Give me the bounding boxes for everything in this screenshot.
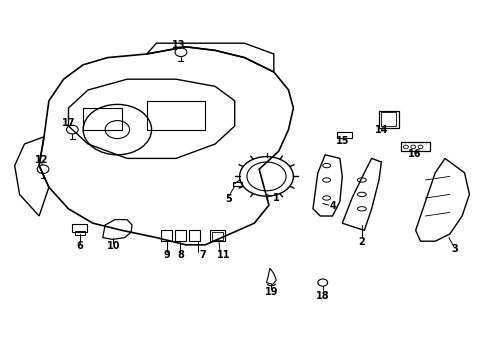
Bar [83,108,122,130]
Bar [210,230,224,241]
Text: 5: 5 [225,194,232,204]
Text: 17: 17 [61,118,75,128]
Text: 16: 16 [407,149,421,159]
Bar [337,132,351,138]
Bar [378,111,398,128]
Text: 2: 2 [358,237,365,247]
Text: 18: 18 [315,291,329,301]
Bar [400,142,429,151]
Text: 8: 8 [177,249,183,260]
Text: 11: 11 [217,249,230,260]
Text: 10: 10 [106,240,120,251]
Text: 12: 12 [35,155,48,165]
Bar [232,182,241,186]
Text: 7: 7 [199,249,206,260]
Text: 14: 14 [374,125,387,135]
Text: 15: 15 [335,136,348,146]
Text: 1: 1 [272,193,279,203]
Bar [381,112,395,126]
Text: 3: 3 [450,244,457,254]
Bar [212,232,223,240]
Bar [188,230,199,241]
Bar [75,231,84,235]
Bar [161,230,172,241]
Text: 19: 19 [264,287,278,297]
Text: 13: 13 [171,40,185,50]
Text: 6: 6 [76,240,83,251]
Bar [175,230,185,241]
Text: 9: 9 [163,249,170,260]
Bar [72,224,87,232]
Text: 4: 4 [328,201,335,211]
Bar [146,101,205,130]
